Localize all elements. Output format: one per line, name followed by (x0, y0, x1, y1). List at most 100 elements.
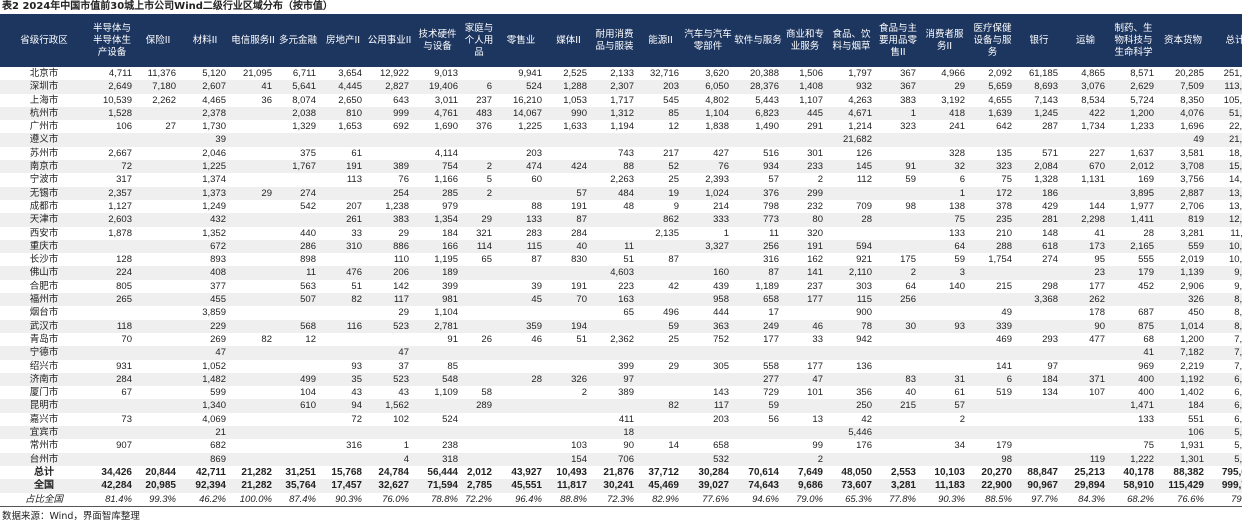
table-cell: 1,053 (563, 94, 587, 106)
table-cell (1016, 346, 1062, 360)
table-cell (136, 439, 180, 452)
table-cell: 191 (571, 280, 587, 292)
table-cell: 73 (121, 413, 132, 425)
table-cell: 2,357 (88, 186, 136, 200)
table-cell (591, 227, 638, 240)
row-label: 昆明市 (0, 399, 88, 413)
table-cell: 1,730 (202, 121, 226, 133)
table-cell: 2,553 (876, 465, 920, 480)
table-cell: 59 (905, 174, 916, 186)
table-cell: 76 (683, 160, 733, 174)
table-cell: 303 (856, 280, 872, 292)
table-cell: 477 (1089, 333, 1105, 345)
table-cell: 79.0% (783, 492, 827, 507)
table-cell: 169 (1138, 174, 1154, 186)
table-cell: 286 (276, 239, 320, 254)
table-cell: 175 (900, 254, 916, 266)
table-cell: 11,376 (147, 68, 176, 79)
table-cell: 217 (663, 147, 679, 159)
table-cell: 931 (116, 360, 132, 372)
table-cell: 274 (276, 186, 320, 200)
table-cell (920, 306, 969, 319)
table-cell: 28,376 (733, 80, 783, 94)
table-cell: 6,412 (1208, 372, 1242, 387)
table-cell: 810 (320, 106, 366, 121)
table-cell: 30 (876, 319, 920, 333)
table-cell: 9,013 (434, 68, 458, 79)
table-cell (1016, 413, 1062, 426)
table-cell: 1,107 (799, 94, 823, 106)
table-row: 常州市 907 682 316 1 238 103 90 14 658 99 176 34 179 75 1,… (0, 439, 1242, 452)
table-cell: 819 (1158, 213, 1208, 227)
table-cell: 128 (116, 254, 132, 266)
table-cell (876, 346, 920, 360)
column-header: 家庭与个人用品 (462, 14, 496, 67)
table-cell: 830 (571, 254, 587, 266)
table-cell: 42 (861, 413, 872, 425)
table-cell: 3,756 (1180, 174, 1204, 186)
table-cell: 2 (876, 266, 920, 280)
table-cell: 177 (783, 293, 827, 307)
row-label: 常州市 (29, 440, 59, 452)
industry-distribution-table: 省级行政区 半导体与半导体生产设备 保险II 材料II 电信服务II 多元金融 房地产II 公… (0, 14, 1242, 507)
table-cell (136, 319, 180, 333)
table-cell: 563 (300, 280, 316, 292)
table-cell: 12 (668, 121, 679, 133)
table-cell: 3,327 (683, 239, 733, 254)
table-cell: 1,373 (180, 186, 230, 200)
table-cell: 207 (346, 200, 362, 212)
table-cell: 72.3% (591, 492, 638, 507)
table-cell: 2,084 (1016, 160, 1062, 174)
table-cell: 532 (683, 452, 733, 466)
table-cell: 97.7% (1016, 492, 1062, 507)
table-cell: 145 (827, 160, 876, 174)
table-cell: 133 (1138, 413, 1154, 425)
table-cell: 672 (180, 239, 230, 254)
table-cell (136, 426, 180, 440)
table-cell: 427 (713, 147, 729, 159)
table-cell: 376 (476, 121, 492, 133)
table-cell: 979 (442, 200, 458, 212)
table-cell: 408 (180, 266, 230, 280)
table-cell: 7,180 (136, 80, 180, 94)
table-cell: 299 (783, 186, 827, 200)
table-cell: 1 (876, 106, 920, 121)
table-cell: 82.9% (638, 492, 683, 507)
table-cell (276, 173, 320, 186)
table-cell: 112 (856, 174, 872, 186)
table-cell: 424 (546, 160, 591, 174)
column-header: 食品与主要用品零售II (876, 14, 920, 67)
table-cell: 2,012 (1109, 160, 1158, 174)
column-header: 保险II (136, 14, 180, 67)
table-cell: 184 (442, 227, 458, 239)
table-cell: 1,104 (683, 106, 733, 121)
table-cell: 51 (351, 280, 362, 292)
table-cell: 2,012 (462, 465, 496, 480)
table-cell: 17,457 (320, 479, 366, 493)
table-cell: 1,328 (1034, 174, 1058, 186)
table-cell: 179 (996, 440, 1012, 452)
table-cell: 411 (618, 413, 634, 425)
table-cell: 110 (393, 254, 409, 266)
row-label: 厦门市 (29, 387, 59, 399)
table-cell: 233 (783, 160, 827, 174)
table-cell: 7,227 (1234, 360, 1242, 372)
table-cell: 469 (996, 333, 1012, 345)
table-cell: 2 (462, 186, 496, 200)
table-cell: 284 (88, 372, 136, 387)
table-cell: 383 (900, 94, 916, 106)
table-cell (1016, 266, 1062, 280)
table-cell (276, 452, 320, 466)
table-cell: 72 (351, 413, 362, 425)
table-cell (876, 413, 920, 426)
table-cell: 323 (900, 121, 916, 133)
table-row: 烟台市 3,859 29 1,104 65 496 444 17 900 49 178 687 450 8… (0, 306, 1242, 319)
table-cell (969, 293, 1016, 307)
table-cell: 203 (713, 413, 729, 425)
table-cell: 524 (442, 413, 458, 425)
table-cell (733, 439, 783, 452)
table-cell: 57 (546, 186, 591, 200)
table-cell: 7,509 (1158, 80, 1208, 94)
table-cell: 1,734 (1081, 121, 1105, 133)
table-cell: 4,465 (202, 94, 226, 106)
